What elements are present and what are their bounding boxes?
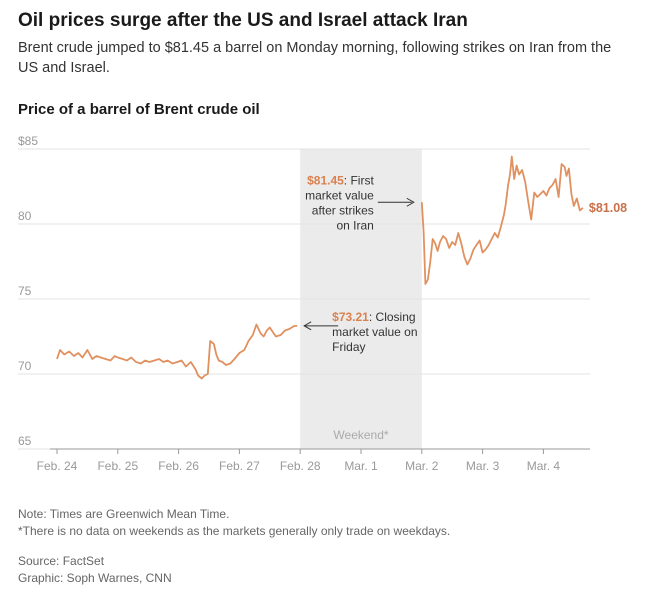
source-credit: Source: FactSet: [18, 554, 105, 568]
y-tick-label: 70: [18, 359, 32, 373]
annotation-text-span: : Closing: [369, 310, 416, 324]
annotation-text-closing: $73.21: Closing: [332, 310, 415, 324]
annotation-text-closing: market value on: [332, 325, 417, 339]
credits: Source: FactSet Graphic: Soph Warnes, CN…: [18, 553, 172, 587]
note-gmt: Note: Times are Greenwich Mean Time.: [18, 507, 230, 521]
y-tick-label: $85: [18, 134, 38, 148]
annotation-text-closing: Friday: [332, 340, 365, 354]
annotation-text-first-market: market value: [305, 188, 374, 202]
x-tick-label: Feb. 24: [37, 459, 78, 473]
y-tick-label: 75: [18, 284, 32, 298]
annotation-text-first-market: $81.45: First: [307, 173, 374, 187]
series-layer: [56, 155, 584, 380]
annotation-text-first-market: on Iran: [336, 218, 373, 232]
brent-price-line: [56, 155, 584, 380]
x-tick-label: Mar. 2: [405, 459, 439, 473]
weekend-label: Weekend*: [333, 428, 388, 442]
x-tick-label: Mar. 3: [466, 459, 500, 473]
note-weekend: *There is no data on weekends as the mar…: [18, 524, 451, 538]
headline: Oil prices surge after the US and Israel…: [18, 10, 468, 31]
end-value-label: $81.08: [589, 201, 627, 215]
x-tick-label: Feb. 27: [219, 459, 260, 473]
x-tick-label: Mar. 4: [527, 459, 561, 473]
subtitle: Brent crude jumped to $81.45 a barrel on…: [18, 40, 612, 76]
annotation-value-81-45: $81.45: [307, 173, 344, 187]
x-tick-label: Feb. 26: [158, 459, 199, 473]
graphic-credit: Graphic: Soph Warnes, CNN: [18, 571, 172, 585]
x-tick-label: Feb. 25: [97, 459, 138, 473]
x-tick-label: Mar. 1: [344, 459, 378, 473]
x-tick-label: Feb. 28: [280, 459, 321, 473]
annotation-text-first-market: after strikes: [312, 203, 374, 217]
footnotes: Note: Times are Greenwich Mean Time. *Th…: [18, 506, 450, 540]
y-tick-label: 65: [18, 434, 32, 448]
x-axis: Feb. 24 Feb. 25 Feb. 26 Feb. 27 Feb. 28 Mar. …: [37, 448, 590, 473]
annotation-text-span: : First: [344, 173, 375, 187]
annotation-arrowhead: [303, 321, 312, 331]
y-tick-label: 80: [18, 209, 32, 223]
annotation-value-73-21: $73.21: [332, 310, 369, 324]
annotation-arrowhead: [406, 197, 415, 207]
chart-title: Price of a barrel of Brent crude oil: [18, 101, 260, 118]
